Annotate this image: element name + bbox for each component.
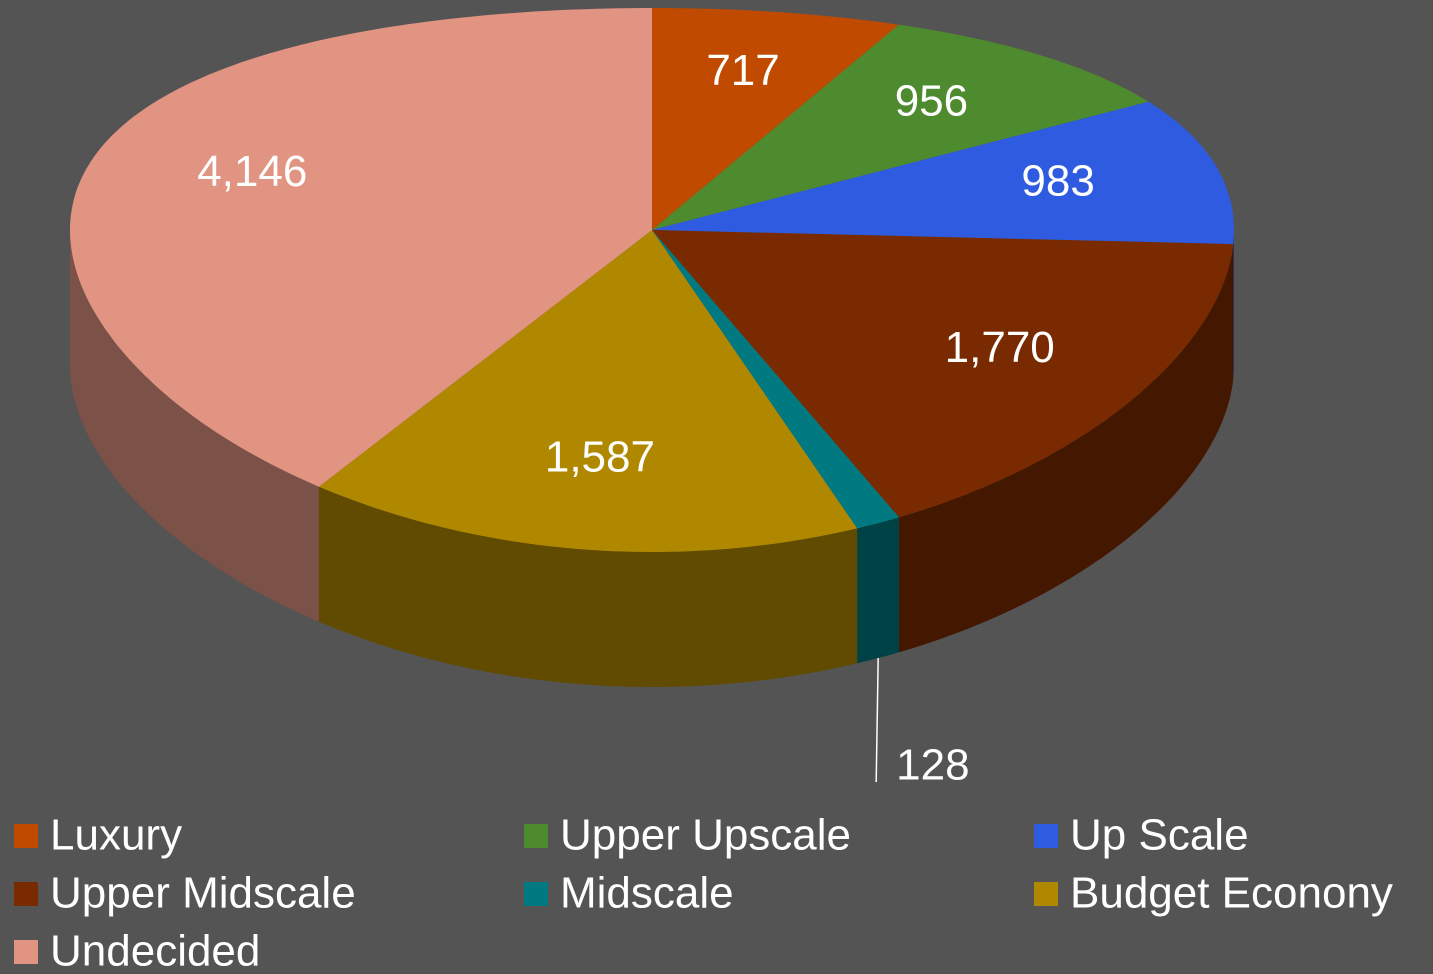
- data-label: 4,146: [197, 147, 307, 196]
- data-label: 983: [1021, 157, 1094, 206]
- data-label: 1,770: [945, 323, 1055, 372]
- legend-swatch: [14, 824, 38, 848]
- legend-label: Up Scale: [1070, 811, 1249, 860]
- slice-side: [70, 230, 319, 622]
- legend-swatch: [524, 824, 548, 848]
- legend-swatch: [524, 882, 548, 906]
- slice: [652, 8, 899, 230]
- legend-label: Undecided: [50, 927, 260, 974]
- legend-label: Luxury: [50, 811, 182, 860]
- data-label: 956: [895, 77, 968, 126]
- slice: [652, 24, 1149, 231]
- slice: [652, 230, 899, 529]
- slice-side: [1233, 230, 1234, 380]
- legend-label: Upper Midscale: [50, 869, 356, 918]
- slice: [652, 101, 1234, 245]
- leader-line: [875, 658, 879, 783]
- slice-side: [857, 517, 899, 664]
- data-label: 717: [706, 46, 779, 95]
- data-label: 128: [896, 741, 969, 790]
- slice: [70, 8, 652, 487]
- data-label: 1,587: [545, 432, 655, 481]
- legend-swatch: [14, 882, 38, 906]
- legend-label: Budget Econony: [1070, 869, 1393, 918]
- legend-swatch: [1034, 824, 1058, 848]
- legend-label: Upper Upscale: [560, 811, 851, 860]
- slice: [652, 230, 1234, 518]
- slice-side: [318, 486, 858, 687]
- legend-swatch: [14, 940, 38, 964]
- legend-label: Midscale: [560, 869, 734, 918]
- legend-swatch: [1034, 882, 1058, 906]
- slice: [318, 230, 858, 552]
- slice-side: [899, 244, 1234, 653]
